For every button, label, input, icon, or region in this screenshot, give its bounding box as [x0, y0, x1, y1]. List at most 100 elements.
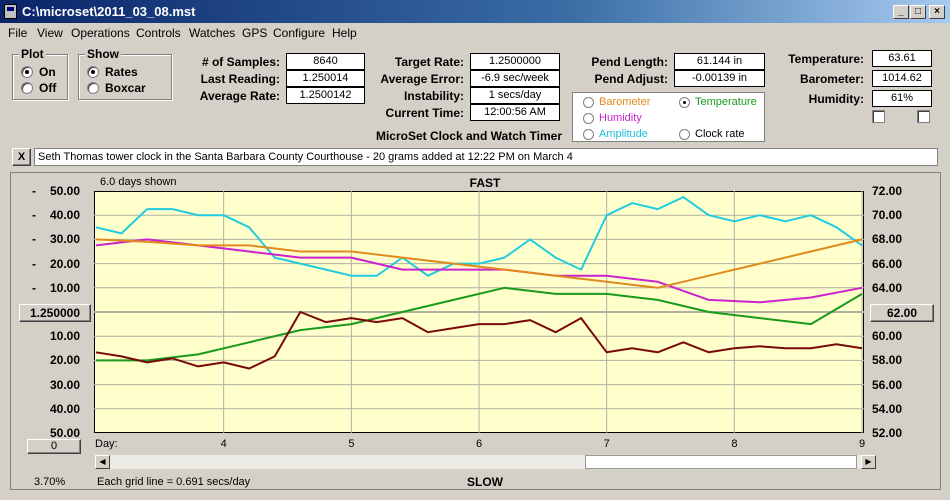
left-tick-label: 10.00	[49, 329, 80, 344]
humidity-label: Humidity:	[808, 92, 864, 106]
right-tick-label: 72.00	[872, 184, 903, 198]
maximize-button[interactable]: □	[910, 5, 926, 19]
target-rate-label: Target Rate:	[394, 55, 464, 69]
center-rate-button[interactable]: 1.250000	[19, 304, 91, 322]
show-group-label: Show	[85, 47, 121, 61]
left-tick-label: 30.00	[49, 377, 80, 392]
checkbox-right[interactable]	[917, 110, 930, 123]
right-tick-label: 68.00	[872, 232, 903, 247]
close-note-button[interactable]: X	[12, 148, 31, 166]
note-field[interactable]: Seth Thomas tower clock in the Santa Bar…	[34, 148, 938, 166]
menu-file[interactable]: File	[8, 26, 28, 40]
show-boxcar-label: Boxcar	[105, 81, 146, 95]
right-tick-label: 66.00	[872, 256, 903, 271]
left-tick-label: 40.00	[49, 401, 80, 416]
right-tick-label: 64.00	[872, 280, 903, 295]
pend-adjust-field: -0.00139 in	[674, 70, 765, 87]
barometer-label: Barometer:	[799, 72, 864, 86]
humidity-option-label: Humidity	[599, 112, 642, 124]
time-scrollbar[interactable]: ◀ ▶	[94, 454, 877, 470]
grid-info: Each grid line = 0.691 secs/day	[97, 476, 251, 488]
show-rates-radio[interactable]	[87, 66, 99, 78]
right-tick-label: 56.00	[872, 377, 903, 392]
current-time-field: 12:00:56 AM	[470, 104, 560, 121]
left-tick-label: 50.00	[49, 426, 80, 440]
x-tick-label: 4	[220, 438, 227, 450]
menu-gps[interactable]: GPS	[242, 26, 268, 40]
clock-rate-radio[interactable]	[679, 129, 690, 140]
menu-operations[interactable]: Operations	[71, 26, 130, 40]
close-button[interactable]: ×	[929, 5, 945, 19]
clock-rate-option-label: Clock rate	[695, 128, 745, 140]
show-boxcar-radio[interactable]	[87, 82, 99, 94]
series-lines	[95, 196, 863, 370]
average-error-label: Average Error:	[380, 72, 464, 86]
scroll-thumb[interactable]	[585, 455, 857, 469]
checkbox-left[interactable]	[872, 110, 885, 123]
x-tick-label: 7	[603, 438, 610, 450]
slow-label: SLOW	[467, 475, 503, 489]
zero-button[interactable]: 0	[27, 439, 81, 454]
overlay-options: Barometer Temperature Humidity Amplitude…	[572, 92, 765, 142]
right-tick-label: 58.00	[872, 353, 903, 368]
menu-help[interactable]: Help	[332, 26, 357, 40]
barometer-radio[interactable]	[583, 97, 594, 108]
temperature-label: Temperature:	[788, 52, 864, 66]
instability-label: Instability:	[403, 89, 464, 103]
timing-chart[interactable]	[94, 191, 864, 433]
left-tick-label: 40.00	[49, 208, 80, 223]
average-rate-field: 1.2500142	[286, 87, 365, 104]
temperature-field: 63.61	[872, 50, 932, 67]
menu-view[interactable]: View	[37, 26, 63, 40]
x-tick-label: 9	[859, 438, 866, 450]
left-tick-label: 20.00	[49, 353, 80, 368]
average-rate-label: Average Rate:	[199, 89, 280, 103]
target-rate-field[interactable]: 1.2500000	[470, 53, 560, 70]
scroll-right-button[interactable]: ▶	[861, 455, 876, 469]
menu-watches[interactable]: Watches	[189, 26, 236, 40]
last-reading-field: 1.250014	[286, 70, 365, 87]
scroll-left-button[interactable]: ◀	[95, 455, 110, 469]
current-time-label: Current Time:	[385, 106, 464, 120]
zoom-percent: 3.70%	[34, 476, 66, 488]
samples-label: # of Samples:	[201, 55, 280, 69]
series-humidity	[95, 238, 863, 304]
app-subtitle: MicroSet Clock and Watch Timer	[375, 129, 562, 143]
barometer-field: 1014.62	[872, 70, 932, 87]
show-group: Show Rates Boxcar	[78, 47, 172, 100]
center-temp-button[interactable]: 62.00	[870, 304, 934, 322]
plot-off-radio[interactable]	[21, 82, 33, 94]
menu-controls[interactable]: Controls	[136, 26, 181, 40]
pend-length-field[interactable]: 61.144 in	[674, 53, 765, 70]
left-tick-sign: -	[32, 208, 36, 223]
samples-field: 8640	[286, 53, 365, 70]
series-temperature	[96, 286, 863, 362]
humidity-radio[interactable]	[583, 113, 594, 124]
right-tick-label: 70.00	[872, 208, 903, 223]
plot-on-label: On	[39, 65, 56, 79]
instability-field: 1 secs/day	[470, 87, 560, 104]
amplitude-option-label: Amplitude	[599, 128, 648, 140]
barometer-option-label: Barometer	[599, 96, 651, 108]
show-rates-label: Rates	[105, 65, 138, 79]
plot-on-radio[interactable]	[21, 66, 33, 78]
plot-group-label: Plot	[19, 47, 46, 61]
left-tick-sign: -	[32, 256, 36, 271]
series-clock-rate	[95, 311, 863, 370]
x-tick-label: 6	[476, 438, 483, 450]
right-tick-label: 52.00	[872, 426, 903, 440]
temperature-option-label: Temperature	[695, 96, 757, 108]
window-title: C:\microset\2011_03_08.mst	[22, 4, 196, 19]
left-tick-sign: -	[32, 232, 36, 247]
temperature-radio[interactable]	[679, 97, 690, 108]
menu-configure[interactable]: Configure	[273, 26, 326, 40]
last-reading-label: Last Reading:	[200, 72, 280, 86]
humidity-field: 61%	[872, 90, 932, 107]
x-tick-label: 5	[348, 438, 355, 450]
app-icon[interactable]	[4, 4, 17, 19]
menu-bar: File View Operations Controls Watches GP…	[0, 23, 950, 42]
amplitude-radio[interactable]	[583, 129, 594, 140]
minimize-button[interactable]: _	[893, 5, 909, 19]
right-tick-label: 54.00	[872, 401, 903, 416]
pend-adjust-label: Pend Adjust:	[594, 72, 668, 86]
